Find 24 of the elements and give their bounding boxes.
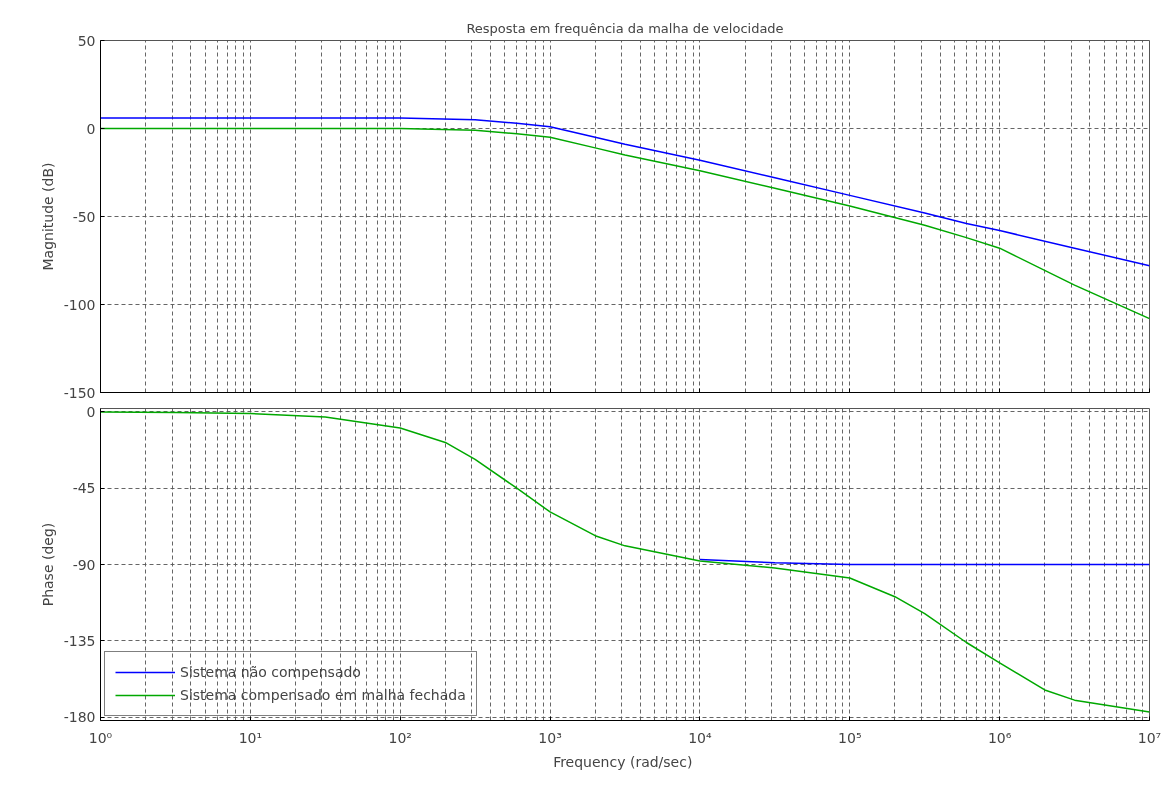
x-tick-label: 10⁰ xyxy=(88,729,113,746)
x-tick-label: 10³ xyxy=(538,729,562,746)
x-tick-label: 10² xyxy=(388,729,412,746)
y-axis-title: Magnitude (dB) xyxy=(39,162,56,271)
x-axis-title: Frequency (rad/sec) xyxy=(553,753,693,770)
x-tick-label: 10¹ xyxy=(238,729,263,746)
y-tick-label: 0 xyxy=(86,403,96,420)
y-tick-label: -135 xyxy=(63,632,96,649)
legend-label: Sistema compensado em malha fechada xyxy=(180,687,466,703)
y-tick-label: 0 xyxy=(86,120,96,137)
chart-title: Resposta em frequência da malha de velocidade xyxy=(466,20,784,36)
y-tick-label: -150 xyxy=(63,384,96,401)
y-tick-label: -180 xyxy=(63,709,96,726)
y-tick-label: -45 xyxy=(72,480,96,497)
y-axis-title: Phase (deg) xyxy=(39,522,56,607)
x-tick-label: 10⁴ xyxy=(688,729,713,746)
x-tick-label: 10⁶ xyxy=(987,729,1012,746)
y-tick-label: -100 xyxy=(63,296,96,313)
y-tick-label: -50 xyxy=(72,208,96,225)
x-tick-label: 10⁷ xyxy=(1137,729,1162,746)
y-tick-label: 50 xyxy=(77,32,96,49)
legend-label: Sistema não compensado xyxy=(180,664,361,680)
x-tick-label: 10⁵ xyxy=(838,729,862,746)
y-tick-label: -90 xyxy=(72,556,96,573)
